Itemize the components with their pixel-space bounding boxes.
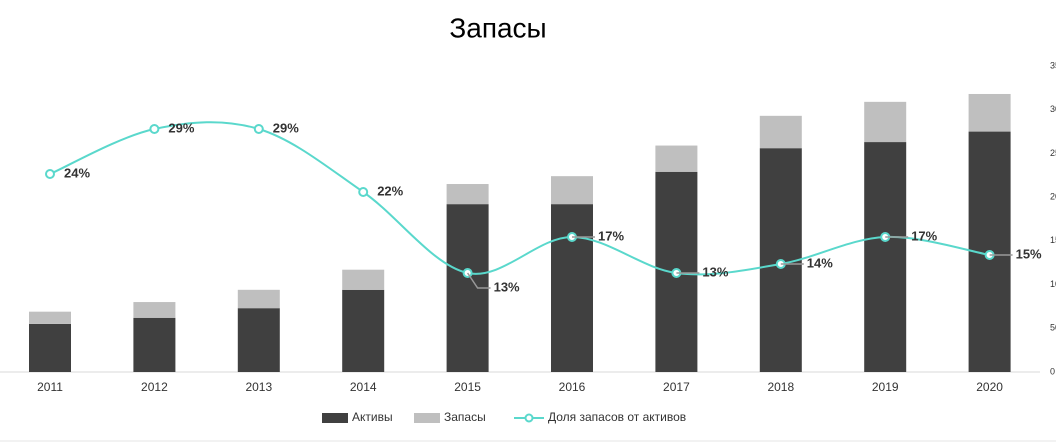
chart-title: Запасы bbox=[449, 12, 546, 43]
y-tick-label: 300 bbox=[1050, 104, 1056, 114]
legend-marker bbox=[524, 413, 534, 423]
bar bbox=[133, 317, 176, 372]
bar bbox=[655, 145, 698, 172]
y-tick-label: 350 bbox=[1050, 60, 1056, 70]
legend-swatch bbox=[414, 413, 440, 423]
x-tick-label: 2016 bbox=[559, 380, 586, 394]
legend-label: Активы bbox=[352, 410, 393, 424]
y-tick-label: 50 bbox=[1050, 323, 1056, 333]
point bbox=[45, 169, 55, 179]
y-tick-label: 150 bbox=[1050, 235, 1056, 245]
point bbox=[358, 187, 369, 197]
bar bbox=[237, 289, 280, 309]
bar bbox=[864, 101, 907, 143]
data-label: 29% bbox=[168, 120, 194, 135]
bar bbox=[446, 184, 489, 205]
data-label: 15% bbox=[1016, 246, 1042, 261]
data-label: 13% bbox=[494, 279, 520, 294]
x-tick-label: 2018 bbox=[767, 380, 794, 394]
bar bbox=[968, 93, 1011, 132]
bar bbox=[133, 302, 176, 318]
x-tick-label: 2020 bbox=[976, 380, 1003, 394]
data-label: 13% bbox=[702, 264, 728, 279]
point bbox=[149, 124, 160, 134]
leader-line bbox=[466, 272, 491, 289]
data-label: 17% bbox=[598, 228, 624, 243]
x-tick-label: 2017 bbox=[663, 380, 690, 394]
x-tick-label: 2011 bbox=[37, 380, 63, 394]
bar bbox=[29, 323, 71, 372]
data-label: 29% bbox=[273, 120, 299, 135]
x-tick-label: 2014 bbox=[350, 380, 377, 394]
x-tick-label: 2019 bbox=[872, 380, 899, 394]
bar bbox=[342, 269, 385, 290]
y-tick-label: 200 bbox=[1050, 192, 1056, 202]
line bbox=[49, 121, 990, 276]
bar bbox=[551, 176, 593, 205]
y-tick-label: 250 bbox=[1050, 148, 1056, 158]
y-tick-label: 100 bbox=[1050, 279, 1056, 289]
y-tick-label: 0 bbox=[1050, 366, 1055, 376]
legend-label: Доля запасов от активов bbox=[548, 410, 686, 424]
point bbox=[253, 124, 264, 134]
bar bbox=[759, 115, 802, 149]
data-label: 17% bbox=[911, 228, 937, 243]
legend-label: Запасы bbox=[444, 410, 486, 424]
bar bbox=[29, 311, 71, 324]
x-tick-label: 2015 bbox=[454, 380, 481, 394]
data-label: 24% bbox=[64, 165, 90, 180]
x-tick-label: 2012 bbox=[141, 380, 168, 394]
data-label: 14% bbox=[807, 255, 833, 270]
data-label: 22% bbox=[377, 183, 403, 198]
legend-swatch bbox=[322, 413, 348, 423]
bar bbox=[864, 142, 907, 372]
x-tick-label: 2013 bbox=[245, 380, 272, 394]
bar bbox=[551, 204, 593, 372]
bar bbox=[342, 289, 385, 372]
bar bbox=[237, 308, 280, 372]
